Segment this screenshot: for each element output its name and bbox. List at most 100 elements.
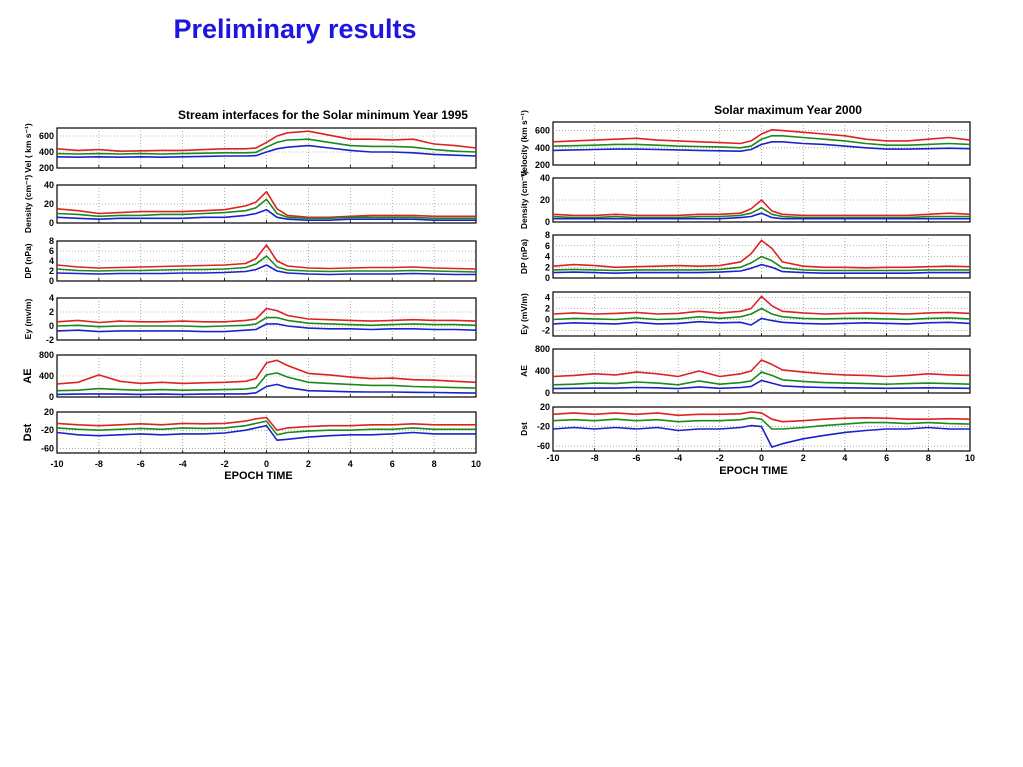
panel-1: 200 400 600 Vel ( km s⁻¹)	[23, 123, 477, 173]
x-tick-label: -2	[716, 453, 724, 463]
y-tick-label: -2	[542, 326, 550, 336]
panel-4: -2 0 2 4 Ey (mv/m)	[23, 293, 477, 345]
x-tick-label: 4	[348, 459, 353, 469]
y-tick-label: 0	[49, 218, 54, 228]
series-line-blue	[56, 424, 476, 442]
panel-6: -60 -20 20 Dst	[519, 402, 971, 452]
x-tick-label: 2	[306, 459, 311, 469]
y-tick-label: 20	[44, 407, 54, 417]
panel-2: 0 20 40 Density (cm⁻³)	[519, 171, 971, 229]
y-tick-label: 6	[545, 241, 550, 251]
y-tick-label: 8	[545, 230, 550, 240]
series-line-blue	[552, 141, 971, 152]
y-axis-label: Density (cm⁻³)	[519, 171, 529, 229]
y-tick-label: 800	[39, 350, 54, 360]
series-line-blue	[552, 424, 970, 448]
series-line-green	[552, 255, 970, 272]
panel-1: 200 400 600 Velocity (km s⁻¹)	[519, 110, 971, 177]
figure-2: Solar maximum Year 2000200400600Velocity…	[519, 103, 975, 477]
y-tick-label: 4	[49, 256, 54, 266]
y-axis-label: AE	[519, 365, 529, 377]
y-tick-label: 4	[545, 293, 550, 303]
y-tick-label: 0	[49, 276, 54, 286]
y-axis-label: Dst	[519, 422, 529, 436]
y-tick-label: 6	[49, 246, 54, 256]
y-tick-label: 400	[39, 147, 54, 157]
y-tick-label: 600	[39, 131, 54, 141]
x-tick-label: 0	[759, 453, 764, 463]
series-line-green	[56, 138, 477, 155]
x-tick-label: -6	[632, 453, 640, 463]
series-line-red	[56, 130, 477, 152]
y-axis-label: DP (nPa)	[519, 239, 529, 274]
x-tick-label: -10	[50, 459, 63, 469]
series-line-blue	[56, 383, 477, 396]
x-tick-label: 0	[264, 459, 269, 469]
y-tick-label: 0	[545, 273, 550, 283]
y-axis-label: Velocity (km s⁻¹)	[519, 110, 529, 177]
y-tick-label: 0	[545, 388, 550, 398]
x-tick-label: 2	[801, 453, 806, 463]
series-line-green	[56, 255, 477, 273]
series-line-red	[552, 239, 971, 269]
figure-title: Solar maximum Year 2000	[714, 103, 862, 117]
y-tick-label: 20	[540, 402, 550, 412]
series-line-green	[552, 416, 971, 430]
series-line-red	[552, 295, 971, 315]
series-line-green	[56, 316, 477, 328]
series-line-green	[56, 420, 476, 436]
series-line-green	[552, 206, 970, 219]
y-tick-label: -60	[41, 443, 54, 453]
series-line-blue	[56, 144, 477, 158]
x-tick-label: -8	[95, 459, 103, 469]
x-tick-label: 4	[842, 453, 847, 463]
x-tick-label: -4	[179, 459, 187, 469]
y-tick-label: -2	[46, 335, 54, 345]
series-line-blue	[56, 208, 476, 221]
series-line-blue	[56, 264, 476, 276]
y-tick-label: 40	[44, 180, 54, 190]
figure-title: Stream interfaces for the Solar minimum …	[178, 108, 468, 122]
x-tick-label: -4	[674, 453, 682, 463]
y-axis-label: DP (nPa)	[23, 243, 33, 278]
y-tick-label: 40	[540, 173, 550, 183]
x-axis-label: EPOCH TIME	[719, 465, 787, 477]
series-line-blue	[552, 379, 971, 390]
y-axis-label: Density (cm⁻³)	[23, 175, 33, 233]
figure-1: Stream interfaces for the Solar minimum …	[22, 108, 481, 482]
y-tick-label: -20	[41, 425, 54, 435]
series-line-red	[552, 128, 971, 145]
x-tick-label: 10	[471, 459, 481, 469]
x-tick-label: -2	[221, 459, 229, 469]
y-tick-label: 4	[49, 293, 54, 303]
x-tick-label: 8	[432, 459, 437, 469]
y-tick-label: 2	[49, 266, 54, 276]
y-tick-label: 600	[535, 126, 550, 136]
y-tick-label: 400	[535, 143, 550, 153]
x-tick-label: -6	[137, 459, 145, 469]
y-tick-label: 800	[535, 344, 550, 354]
panel-2: 0 20 40 Density (cm⁻³)	[23, 175, 477, 233]
series-line-red	[552, 411, 971, 423]
y-axis-label: AE	[22, 368, 34, 383]
y-tick-label: 400	[39, 371, 54, 381]
panel-5: 0 400 800 AE	[22, 350, 477, 402]
x-tick-label: 10	[965, 453, 975, 463]
series-line-green	[552, 307, 971, 321]
y-axis-label: Ey (mv/m)	[23, 299, 33, 340]
series-line-green	[56, 372, 477, 392]
series-line-red	[56, 416, 476, 432]
y-axis-label: Dst	[22, 423, 34, 441]
slide-title: Preliminary results	[173, 14, 417, 44]
series-line-blue	[552, 317, 971, 326]
y-tick-label: 8	[49, 236, 54, 246]
y-tick-label: 200	[39, 163, 54, 173]
series-line-red	[552, 359, 971, 378]
series-line-green	[552, 135, 971, 149]
series-line-red	[56, 244, 477, 270]
y-tick-label: 20	[44, 199, 54, 209]
y-tick-label: -20	[537, 422, 550, 432]
y-tick-label: 20	[540, 195, 550, 205]
